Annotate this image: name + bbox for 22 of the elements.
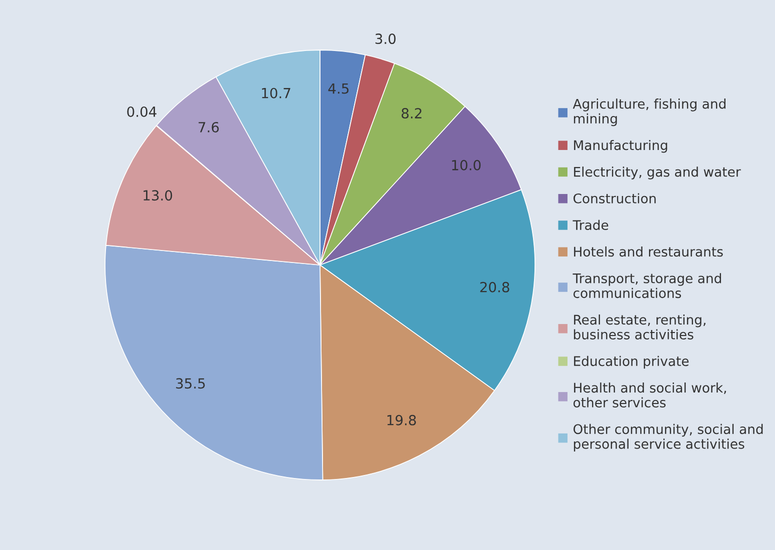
data-label: 3.0 [375, 34, 396, 44]
data-label: 13.0 [144, 190, 172, 201]
data-label: 10.7 [262, 88, 290, 98]
legend-label: Hotels and restaurants [574, 246, 723, 257]
legend-label: Real estate, renting, business activities [574, 314, 706, 340]
data-label: 4.5 [328, 83, 349, 94]
legend-label: Electricity, gas and water [574, 166, 741, 180]
legend-label: Manufacturing [574, 140, 668, 153]
data-label: 8.2 [402, 108, 422, 119]
data-label: 35.5 [176, 378, 205, 389]
data-label: 7.6 [198, 122, 219, 132]
legend-label: Education private [574, 356, 689, 369]
legend-label: Trade [572, 220, 608, 230]
data-label: 0.04 [127, 106, 156, 117]
data-label: 19.8 [387, 414, 416, 426]
legend-label: Other community, social and personal service activities [574, 424, 763, 452]
data-label: 10.0 [452, 160, 481, 170]
data-label: 20.8 [480, 282, 510, 292]
legend-label: Transport, storage and communications [572, 273, 721, 298]
legend-label: Construction [574, 193, 656, 204]
legend-label: Agriculture, fishing and mining [572, 98, 726, 126]
legend-label: Health and social work, other services [573, 382, 726, 408]
